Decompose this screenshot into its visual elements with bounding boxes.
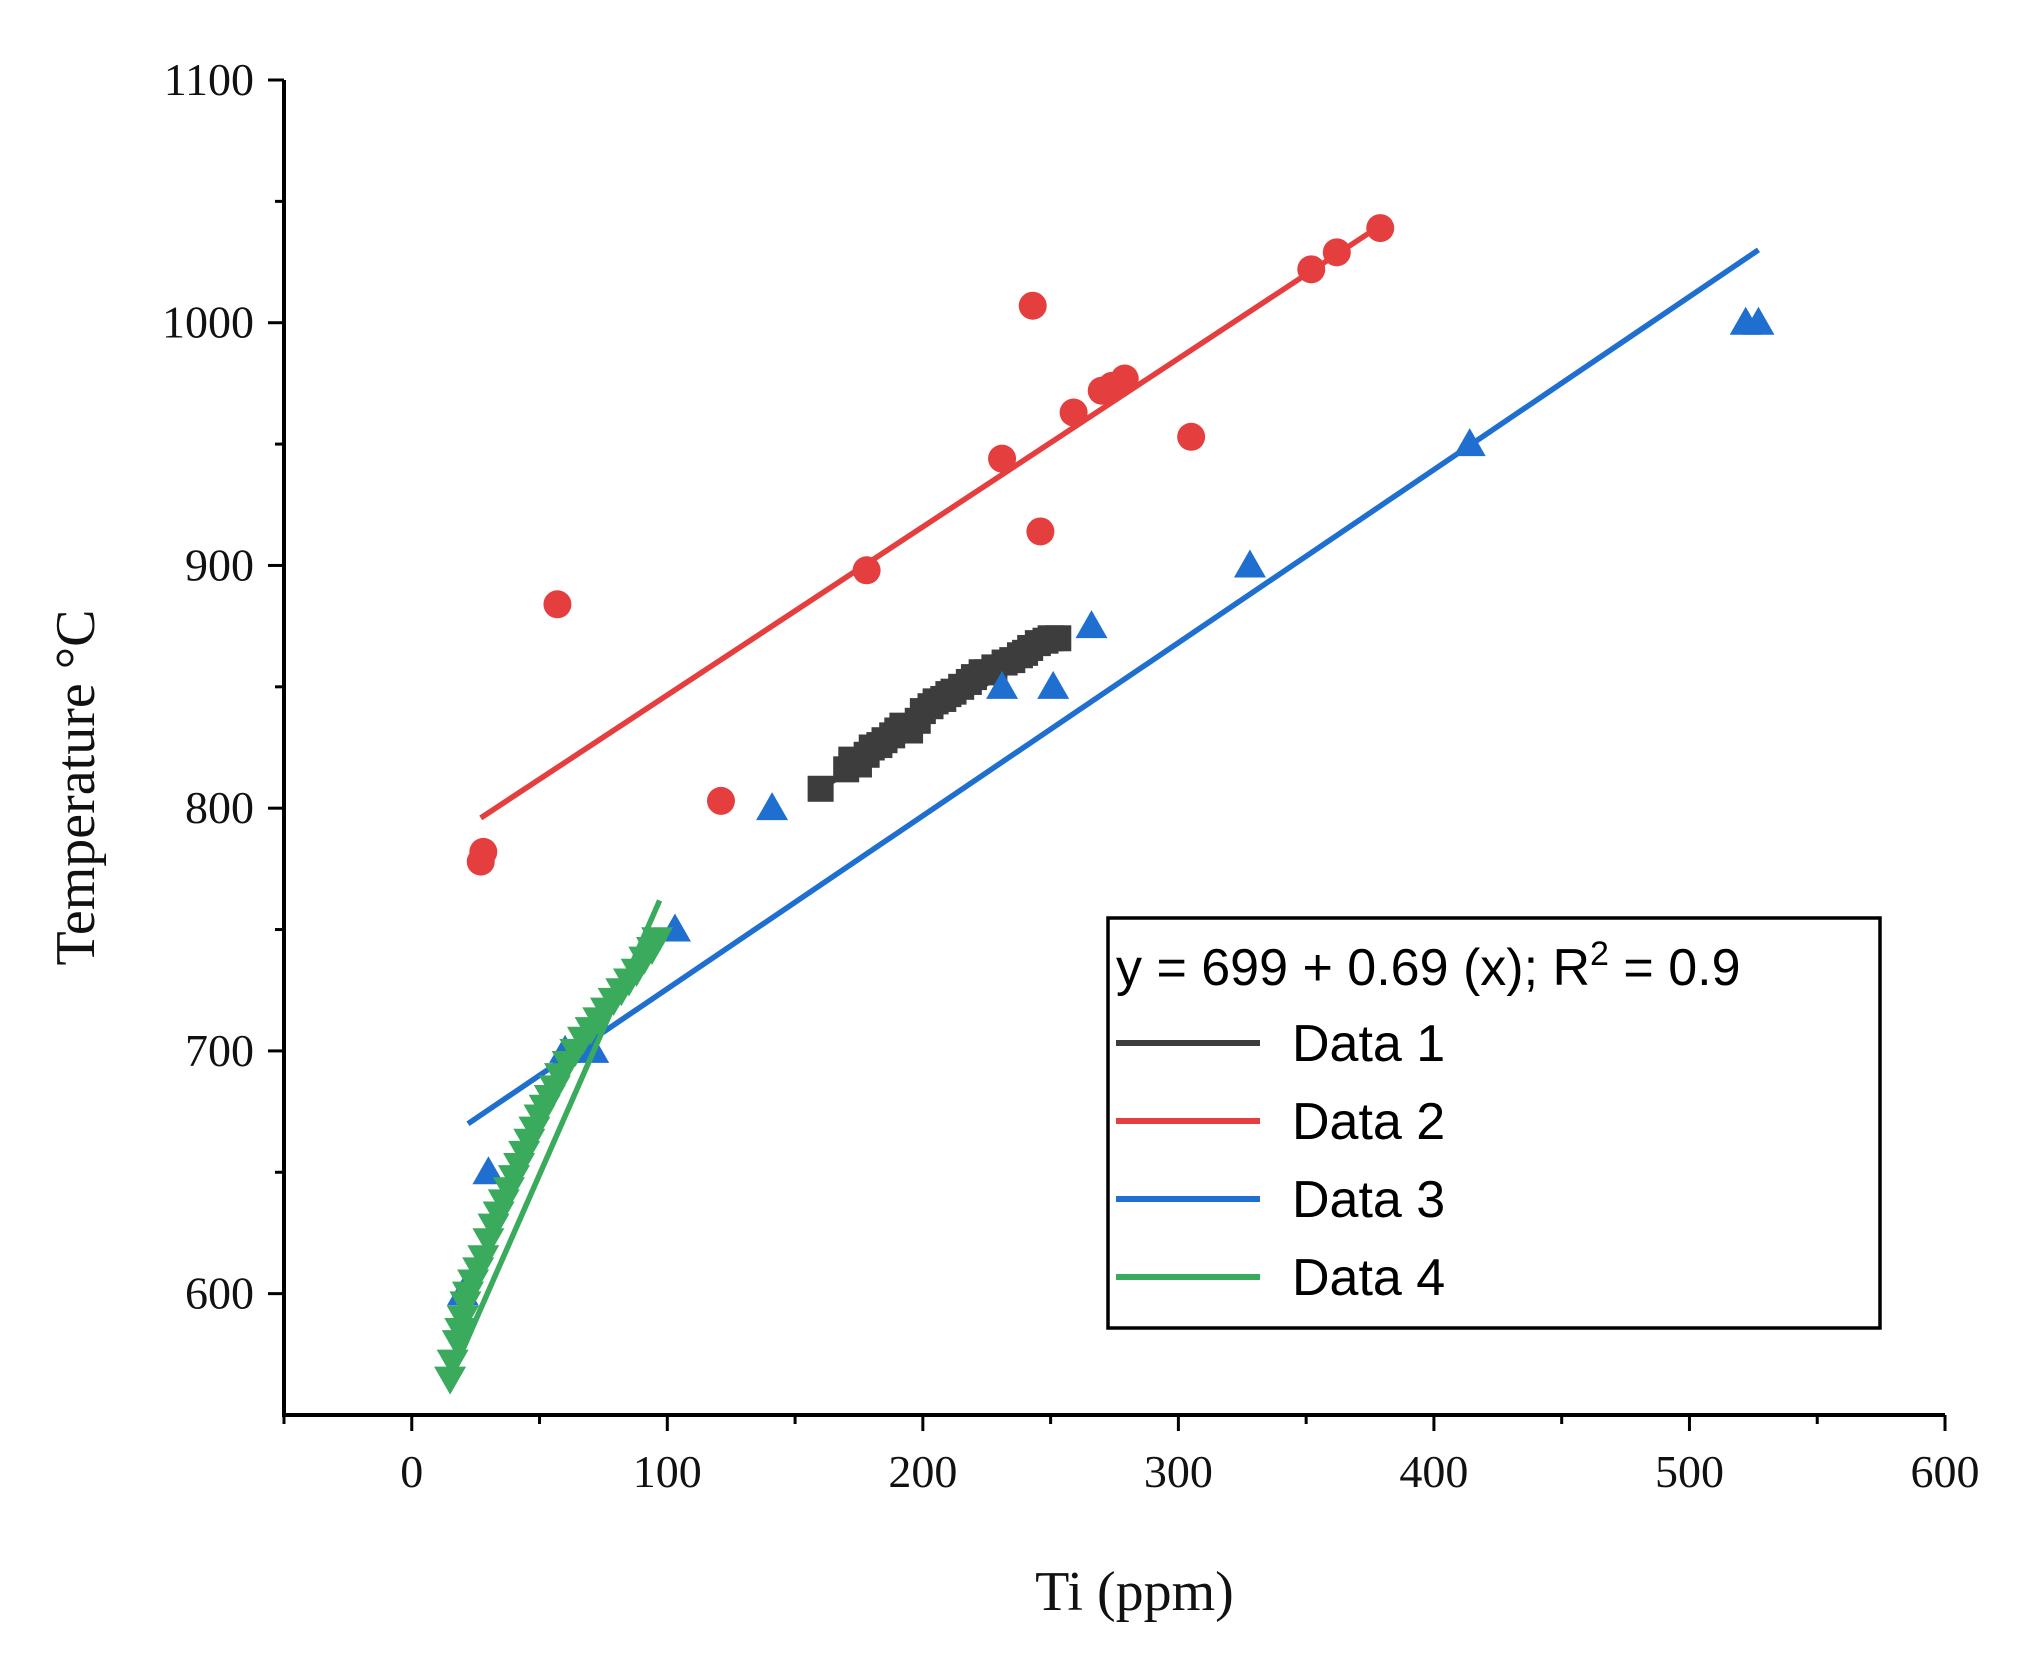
legend: y = 699 + 0.69 (x); R2 = 0.9 Data 1Data … (1106, 916, 1882, 1330)
y-axis-title: Temperature °C (45, 610, 107, 966)
series-1 (807, 625, 1072, 802)
data-point (807, 775, 834, 802)
x-tick-label: 0 (400, 1446, 423, 1497)
legend-label: Data 1 (1292, 1015, 1445, 1073)
series-4 (434, 899, 674, 1395)
data-point (756, 792, 789, 821)
series-2 (466, 214, 1395, 876)
data-point (1366, 214, 1395, 243)
data-point (434, 1366, 467, 1395)
data-point (706, 786, 735, 815)
data-point (1742, 306, 1775, 335)
data-point (441, 1330, 474, 1359)
data-point (1075, 610, 1108, 639)
legend-entries: Data 1 Data 2 Data 3 Data 4 (1116, 1015, 1445, 1307)
equation-superscript: 2 (1590, 935, 1609, 973)
x-axis-title: Ti (ppm) (1035, 1561, 1234, 1623)
data-point (446, 1305, 479, 1334)
data-point (1037, 670, 1070, 699)
data-point (469, 837, 498, 866)
y-tick-label: 900 (185, 539, 254, 590)
data-point (467, 1245, 500, 1274)
y-tick-label: 1000 (162, 297, 254, 348)
ticks: 0 100 200 300 400 500 600 600 700 800 900 1000 1100 (162, 54, 1980, 1497)
x-tick-label: 500 (1655, 1446, 1724, 1497)
fit-line (466, 247, 1760, 1127)
fit-line (479, 223, 1382, 821)
data-point (852, 556, 881, 585)
data-point (1233, 549, 1266, 578)
data-point (1018, 291, 1047, 320)
data-point (986, 670, 1019, 699)
x-tick-label: 100 (633, 1446, 702, 1497)
data-point (1322, 238, 1351, 267)
y-tick-label: 600 (185, 1268, 254, 1319)
legend-label: Data 3 (1292, 1171, 1445, 1229)
data-point (988, 444, 1017, 473)
x-tick-label: 300 (1144, 1446, 1213, 1497)
axes (282, 80, 1945, 1417)
data-point (1177, 422, 1206, 451)
legend-label: Data 2 (1292, 1093, 1445, 1151)
data-point (1110, 364, 1139, 393)
data-point (444, 1318, 477, 1347)
data-point (641, 927, 674, 956)
data-point (1059, 398, 1088, 427)
data-point (1026, 517, 1055, 546)
equation-suffix: = 0.9 (1609, 939, 1741, 997)
data-point (1297, 255, 1326, 284)
legend-label: Data 4 (1292, 1249, 1445, 1307)
y-tick-label: 1100 (164, 54, 254, 105)
x-tick-label: 200 (888, 1446, 957, 1497)
x-tick-label: 600 (1911, 1446, 1980, 1497)
y-tick-label: 800 (185, 782, 254, 833)
data-point (436, 1349, 469, 1378)
data-point (1453, 428, 1486, 457)
x-tick-label: 400 (1399, 1446, 1468, 1497)
y-tick-label: 700 (185, 1025, 254, 1076)
data-point (1045, 625, 1072, 652)
series-layer (434, 214, 1775, 1395)
data-point (543, 590, 572, 619)
equation-prefix: y = 699 + 0.69 (x); R (1116, 939, 1590, 997)
legend-equation: y = 699 + 0.69 (x); R2 = 0.9 (1116, 935, 1741, 997)
